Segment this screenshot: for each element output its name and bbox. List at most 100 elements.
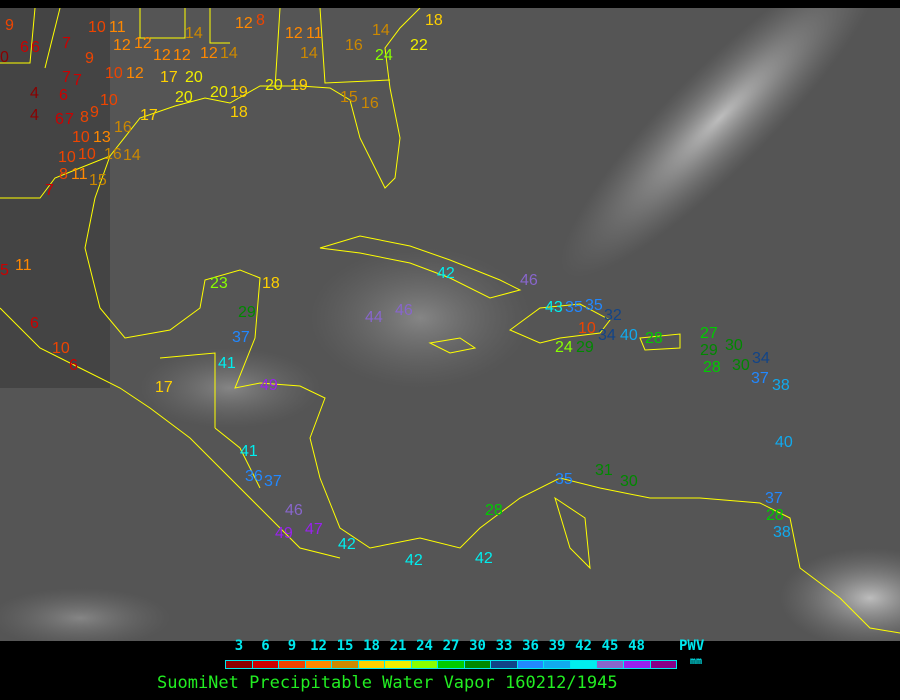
station-pwv-value: 10: [100, 92, 118, 109]
station-pwv-value: 18: [262, 275, 280, 292]
station-pwv-value: 6: [31, 39, 40, 56]
station-pwv-value: 19: [230, 84, 248, 101]
station-pwv-value: 15: [89, 172, 107, 189]
coastlines: [0, 8, 900, 634]
station-pwv-value: 12: [200, 45, 218, 62]
station-pwv-value: 16: [114, 119, 132, 136]
color-swatch: [438, 661, 465, 668]
cloud-band: [560, 8, 880, 278]
legend: [0, 641, 900, 700]
color-swatch: [650, 661, 677, 668]
unit: mm: [690, 656, 703, 667]
legend-tick-label: 36: [522, 638, 539, 654]
station-pwv-value: 12: [113, 37, 131, 54]
station-pwv-value: 28: [766, 507, 784, 524]
station-pwv-value: 40: [620, 327, 638, 344]
station-pwv-value: 38: [773, 524, 791, 541]
station-pwv-value: 8: [80, 109, 89, 126]
color-swatch: [226, 661, 253, 668]
station-pwv-value: 34: [598, 327, 616, 344]
station-pwv-value: 42: [437, 265, 455, 282]
legend-tick-label: 30: [469, 638, 486, 654]
station-pwv-value: 7: [65, 111, 74, 128]
station-pwv-value: 41: [218, 355, 236, 372]
station-pwv-value: 11: [109, 19, 126, 36]
station-pwv-value: 10: [105, 65, 123, 82]
station-pwv-value: 19: [290, 77, 308, 94]
station-pwv-value: 20: [175, 89, 193, 106]
station-pwv-value: 30: [732, 357, 750, 374]
station-pwv-value: 14: [185, 25, 203, 42]
station-pwv-value: 42: [475, 550, 493, 567]
station-pwv-value: 46: [520, 272, 538, 289]
color-swatch: [252, 661, 280, 668]
color-swatch: [491, 661, 518, 668]
color-swatch: [411, 661, 439, 668]
color-scale-bar: [225, 660, 677, 669]
station-pwv-value: 6: [30, 315, 39, 332]
cloud-area: [140, 348, 320, 428]
station-pwv-value: 20: [265, 77, 283, 94]
station-pwv-value: 29: [576, 339, 594, 356]
station-pwv-value: 6: [55, 111, 64, 128]
station-pwv-value: 24: [375, 47, 393, 64]
station-pwv-value: 34: [752, 350, 770, 367]
cloud-area: [0, 588, 170, 641]
station-pwv-value: 7: [73, 72, 82, 89]
station-pwv-value: 15: [340, 89, 358, 106]
station-pwv-value: 37: [232, 329, 250, 346]
color-swatch: [544, 661, 571, 668]
station-pwv-value: 46: [395, 302, 413, 319]
station-pwv-value: 41: [240, 443, 258, 460]
station-pwv-value: 7: [62, 35, 71, 52]
station-pwv-value: 24: [555, 339, 573, 356]
legend-tick-label: 6: [261, 638, 270, 654]
legend-tick-label: 3: [234, 638, 244, 654]
station-pwv-value: 7: [45, 182, 54, 199]
station-pwv-value: 6: [69, 357, 78, 374]
station-pwv-value: 10: [58, 149, 76, 166]
color-swatch: [358, 661, 386, 668]
station-pwv-value: 6: [20, 39, 29, 56]
station-pwv-value: 31: [595, 462, 613, 479]
station-pwv-value: 16: [104, 146, 122, 163]
station-pwv-value: 35: [565, 299, 583, 316]
color-swatch: [597, 661, 624, 668]
station-pwv-value: 29: [700, 342, 718, 359]
station-pwv-value: 30: [620, 473, 638, 490]
station-pwv-value: 35: [585, 297, 603, 314]
legend-tick-label: 33: [495, 638, 513, 654]
station-pwv-value: 9: [5, 17, 14, 34]
station-pwv-value: 35: [555, 471, 573, 488]
station-pwv-value: 37: [751, 370, 769, 387]
station-pwv-value: 22: [410, 37, 428, 54]
legend-tick-label: 48: [628, 638, 645, 654]
station-pwv-value: 12: [126, 65, 144, 82]
station-pwv-value: 40: [775, 434, 793, 451]
station-pwv-value: 30: [725, 337, 743, 354]
station-pwv-value: 49: [260, 377, 278, 394]
station-pwv-value: 4: [30, 107, 39, 124]
station-pwv-value: 16: [361, 95, 379, 112]
color-swatch: [279, 661, 306, 668]
station-pwv-value: 27: [700, 325, 718, 342]
station-pwv-value: 13: [93, 129, 111, 146]
unit-label: PWV: [679, 638, 705, 654]
station-pwv-value: 32: [604, 307, 622, 324]
station-pwv-value: 16: [345, 37, 363, 54]
station-pwv-value: 28: [645, 330, 663, 347]
station-pwv-value: 10: [52, 340, 70, 357]
station-pwv-value: 20: [210, 84, 228, 101]
station-pwv-value: 44: [365, 309, 383, 326]
station-pwv-value: 42: [338, 536, 356, 553]
station-pwv-value: 12: [285, 25, 303, 42]
legend-tick-label: 24: [416, 638, 433, 654]
station-pwv-value: 46: [285, 502, 303, 519]
station-pwv-value: 10: [88, 19, 106, 36]
station-pwv-value: 42: [405, 552, 423, 569]
station-pwv-value: 47: [305, 521, 323, 538]
station-pwv-value: 8: [59, 166, 68, 183]
legend-tick-label: 18: [363, 638, 380, 654]
station-pwv-value: 12: [134, 35, 152, 52]
